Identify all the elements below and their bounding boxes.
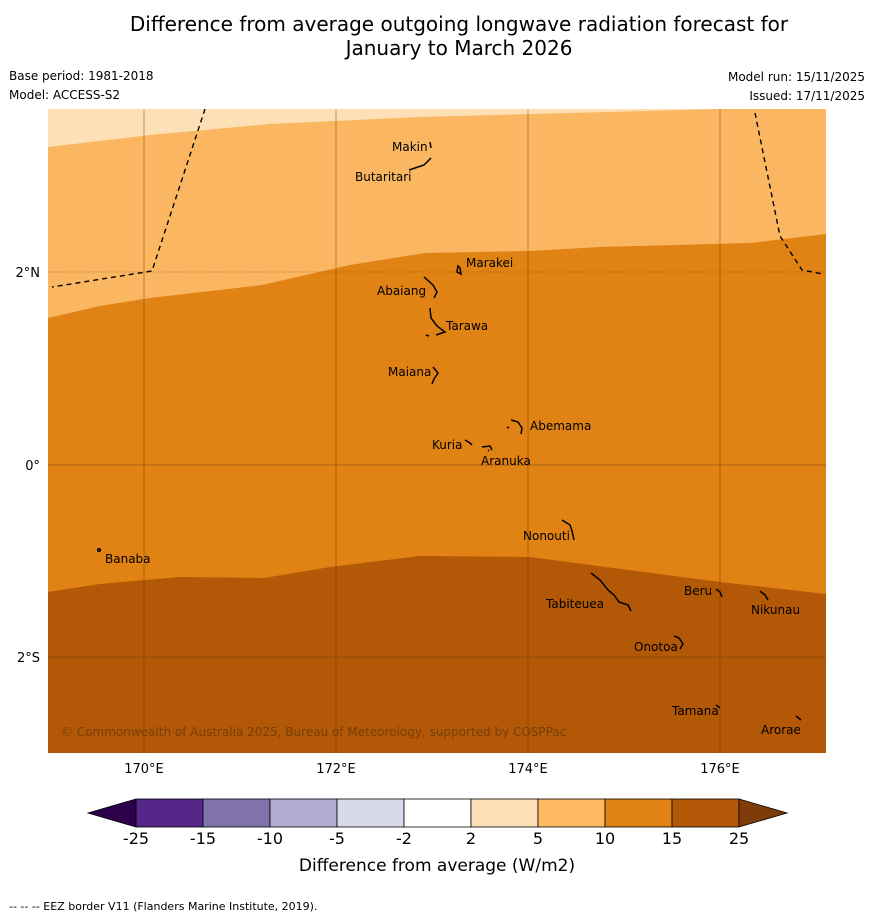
colorbar-label-neg10: -10 (257, 829, 283, 848)
colorbar-label-neg25: -25 (123, 829, 149, 848)
lon-tick-170e: 170°E (124, 762, 164, 777)
model-run-label: Model run: 15/11/2025 (727, 70, 865, 84)
place-label-tarawa: Tarawa (445, 319, 488, 333)
base-period-label: Base period: 1981-2018 (9, 69, 154, 83)
latitude-ticks: 2°N 0° 2°S (16, 266, 41, 666)
model-label: Model: ACCESS-S2 (9, 88, 121, 102)
lat-tick-2n: 2°N (16, 266, 41, 281)
place-label-aranuka: Aranuka (481, 454, 531, 468)
island-shape-onotoa (673, 635, 684, 650)
colorbar-title: Difference from average (W/m2) (299, 856, 575, 876)
place-label-maiana: Maiana (388, 365, 431, 379)
forecast-map: Makin Butaritari Marakei Abaiang Tarawa … (16, 109, 826, 876)
colorbar-swatch-2-5 (470, 798, 539, 828)
fill-band-2-to-5 (48, 109, 826, 147)
colorbar-swatch-neg2-2 (403, 798, 472, 828)
colorbar-swatch-neg5-neg2 (336, 798, 405, 828)
lat-tick-0: 0° (25, 459, 40, 474)
place-label-arorae: Arorae (761, 723, 801, 737)
colorbar-swatch-neg25-neg15 (135, 798, 204, 828)
lon-tick-172e: 172°E (316, 762, 356, 777)
lon-tick-176e: 176°E (700, 762, 740, 777)
eez-border-note: -- -- -- EEZ border V11 (Flanders Marine… (9, 900, 318, 913)
place-labels: Makin Butaritari Marakei Abaiang Tarawa … (105, 140, 801, 737)
place-label-nikunau: Nikunau (751, 603, 800, 617)
island-shape-tabiteuea (590, 572, 632, 612)
island-shape-aranuka (481, 445, 493, 452)
longitude-ticks: 170°E 172°E 174°E 176°E (124, 762, 740, 777)
copyright-notice: © Commonwealth of Australia 2025, Bureau… (61, 725, 566, 739)
colorbar-swatch-5-10 (537, 798, 606, 828)
island-shape-kuria (464, 439, 473, 446)
map-fill-layers (48, 109, 826, 753)
colorbar-swatch-neg15-neg10 (202, 798, 271, 828)
fill-band-5-to-10 (48, 109, 826, 318)
lat-tick-2s: 2°S (17, 651, 40, 666)
island-shape-banaba (96, 547, 102, 553)
colorbar-swatch-neg10-neg5 (269, 798, 338, 828)
island-shape-nonouti (561, 519, 575, 541)
colorbar-swatch-15-25 (671, 798, 740, 828)
island-shape-nikunau (759, 590, 769, 601)
title-line-2: January to March 2026 (345, 36, 573, 60)
island-shape-maiana (431, 366, 439, 385)
island-shape-makin (429, 141, 432, 149)
island-shape-tamana (715, 704, 721, 709)
colorbar-label-neg2: -2 (396, 829, 412, 848)
issued-label: Issued: 17/11/2025 (749, 89, 865, 103)
islands (96, 141, 802, 721)
place-label-onotoa: Onotoa (634, 640, 678, 654)
chart-title: Difference from average outgoing longwav… (0, 12, 873, 60)
place-label-butaritari: Butaritari (355, 170, 412, 184)
place-label-beru: Beru (684, 584, 712, 598)
graticule (48, 109, 826, 753)
colorbar-label-15: 15 (662, 829, 682, 848)
place-label-tamana: Tamana (671, 704, 719, 718)
island-shape-beru (715, 588, 723, 598)
place-label-banaba: Banaba (105, 552, 151, 566)
place-label-abemama: Abemama (530, 419, 591, 433)
eez-border-west (51, 109, 206, 288)
colorbar-label-2: 2 (466, 829, 476, 848)
colorbar-label-neg5: -5 (329, 829, 345, 848)
place-label-makin: Makin (392, 140, 428, 154)
colorbar-swatch-10-15 (604, 798, 673, 828)
island-shape-arorae (795, 715, 802, 721)
eez-border-east (754, 112, 823, 275)
title-line-1: Difference from average outgoing longwav… (129, 12, 789, 36)
eez-border-lines (51, 109, 823, 288)
colorbar-under-arrow (86, 798, 137, 828)
island-shape-butaritari (408, 157, 432, 171)
colorbar-label-5: 5 (533, 829, 543, 848)
place-label-nonouti: Nonouti (523, 529, 570, 543)
place-label-abaiang: Abaiang (377, 284, 426, 298)
colorbar: -25 -15 -10 -5 -2 2 5 10 15 25 Differenc… (86, 798, 789, 876)
island-shape-abemama (506, 419, 523, 435)
lon-tick-174e: 174°E (508, 762, 548, 777)
colorbar-over-arrow (738, 798, 789, 828)
island-shape-marakei (456, 264, 462, 276)
colorbar-label-neg15: -15 (190, 829, 216, 848)
colorbar-label-25: 25 (729, 829, 749, 848)
island-shape-tarawa (425, 307, 447, 337)
place-label-tabiteuea: Tabiteuea (545, 597, 604, 611)
island-shape-abaiang (423, 276, 438, 299)
colorbar-label-10: 10 (595, 829, 615, 848)
place-label-marakei: Marakei (466, 256, 513, 270)
place-label-kuria: Kuria (432, 438, 463, 452)
